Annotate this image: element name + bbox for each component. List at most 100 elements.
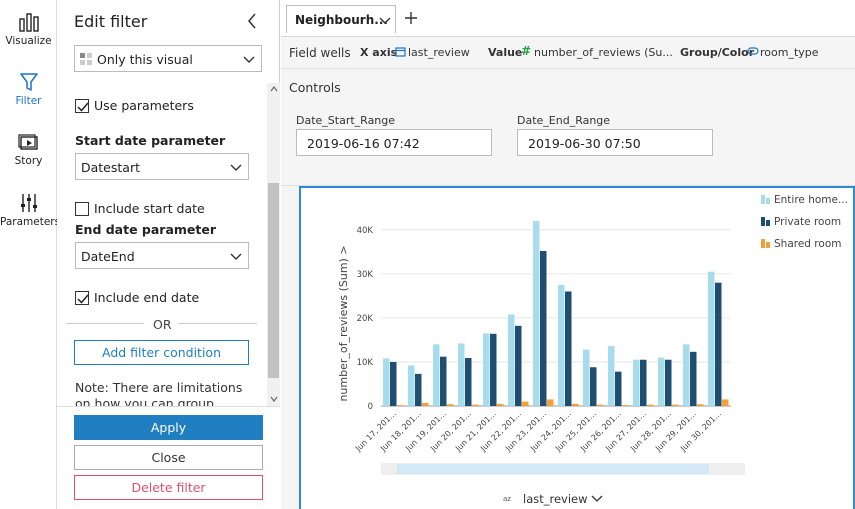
y-tick-label: 40K bbox=[357, 226, 374, 236]
end-control-label: Date_End_Range bbox=[517, 114, 611, 127]
field-wells-title: Field wells bbox=[289, 46, 351, 60]
bar-private-room bbox=[590, 367, 597, 406]
rail-label-filter: Filter bbox=[15, 95, 42, 107]
y-tick-label: 0 bbox=[368, 402, 373, 412]
bar-shared-room bbox=[522, 401, 529, 406]
bar-entire-home--- bbox=[633, 359, 640, 406]
bar-private-room bbox=[490, 333, 497, 406]
end-param-heading: End date parameter bbox=[75, 222, 217, 237]
legend-swatch bbox=[766, 220, 770, 226]
sheet-tab-bar: Neighbourh... bbox=[281, 0, 855, 37]
rail-label-story: Story bbox=[14, 155, 43, 167]
x-axis-label: last_review bbox=[523, 492, 588, 506]
include-end-checkbox[interactable] bbox=[75, 291, 89, 305]
start-param-select[interactable]: Datestart bbox=[75, 153, 249, 180]
bar-private-room bbox=[440, 356, 447, 406]
bar-entire-home--- bbox=[708, 271, 715, 406]
rail-item-story[interactable]: Story bbox=[0, 134, 57, 167]
start-date-value: 2019-06-16 07:42 bbox=[307, 136, 420, 151]
bar-private-room bbox=[565, 291, 572, 406]
bar-private-room bbox=[390, 361, 397, 406]
bar-shared-room bbox=[447, 404, 454, 406]
bar-shared-room bbox=[597, 404, 604, 406]
panel-footer: Apply Close Delete filter bbox=[57, 406, 280, 509]
use-parameters-checkbox[interactable] bbox=[75, 99, 89, 113]
apply-button[interactable]: Apply bbox=[74, 415, 263, 440]
use-parameters-label: Use parameters bbox=[94, 98, 194, 113]
rail-label-visualize: Visualize bbox=[5, 35, 52, 47]
filter-options-scroll[interactable]: Use parameters Start date parameter Date… bbox=[57, 83, 280, 406]
group-well-value[interactable]: room_type bbox=[760, 46, 819, 59]
scope-select[interactable]: Only this visual bbox=[74, 45, 262, 72]
panel-title: Edit filter bbox=[74, 12, 148, 31]
scroll-up-icon[interactable] bbox=[270, 86, 278, 92]
calendar-icon bbox=[395, 47, 406, 57]
y-axis-label: number_of_reviews (Sum) > bbox=[337, 245, 350, 401]
panel-scrollbar[interactable] bbox=[267, 83, 280, 406]
visual-gutter bbox=[281, 186, 299, 509]
end-date-value: 2019-06-30 07:50 bbox=[528, 136, 641, 151]
legend-label: Private room bbox=[774, 216, 841, 228]
bar-entire-home--- bbox=[483, 333, 490, 406]
edit-filter-panel: Edit filter Only this visual Use paramet… bbox=[57, 0, 280, 509]
bar-shared-room bbox=[572, 403, 579, 406]
value-well-value[interactable]: number_of_reviews (Su... bbox=[534, 46, 673, 59]
bar-shared-room bbox=[722, 399, 729, 406]
analysis-main: Neighbourh... Field wells X axis last_re… bbox=[281, 0, 855, 509]
divider bbox=[178, 323, 257, 324]
controls-title: Controls bbox=[289, 80, 341, 95]
chevron-down-icon[interactable] bbox=[379, 16, 391, 25]
legend-swatch bbox=[761, 195, 765, 204]
scroll-down-icon[interactable] bbox=[270, 396, 278, 402]
bar-entire-home--- bbox=[558, 284, 565, 406]
tab-neighbourhood[interactable]: Neighbourh... bbox=[286, 5, 396, 33]
add-filter-condition-button[interactable]: Add filter condition bbox=[74, 340, 249, 365]
bar-chart-visual[interactable]: 0 10K 20K 30K 40K number_of_reviews (Sum) > Ju… bbox=[299, 186, 855, 509]
or-separator: OR bbox=[153, 317, 172, 332]
measure-hash-icon: # bbox=[521, 44, 532, 58]
bar-entire-home--- bbox=[458, 343, 465, 406]
bar-shared-room bbox=[697, 404, 704, 406]
bar-shared-room bbox=[647, 404, 654, 406]
chevron-left-icon[interactable] bbox=[245, 12, 259, 30]
xaxis-well-value[interactable]: last_review bbox=[408, 46, 470, 59]
bar-private-room bbox=[665, 359, 672, 406]
start-control-label: Date_Start_Range bbox=[296, 114, 396, 127]
end-param-select[interactable]: DateEnd bbox=[75, 242, 249, 269]
delete-filter-button[interactable]: Delete filter bbox=[74, 475, 263, 500]
bar-entire-home--- bbox=[658, 357, 665, 406]
legend-swatch bbox=[761, 239, 765, 248]
chevron-down-icon bbox=[591, 495, 603, 502]
rail-item-filter[interactable]: Filter bbox=[0, 72, 57, 107]
rail-item-parameters[interactable]: Parameters bbox=[0, 193, 60, 228]
rail-item-visualize[interactable]: Visualize bbox=[0, 12, 57, 47]
end-date-input[interactable]: 2019-06-30 07:50 bbox=[517, 129, 713, 156]
divider bbox=[66, 323, 144, 324]
field-wells-bar[interactable]: Field wells X axis last_review Value # n… bbox=[281, 37, 855, 69]
add-sheet-icon[interactable] bbox=[404, 11, 418, 25]
controls-bar: Controls Date_Start_Range 2019-06-16 07:… bbox=[281, 69, 855, 186]
scrollbar-thumb[interactable] bbox=[268, 183, 279, 378]
include-start-checkbox[interactable] bbox=[75, 202, 89, 216]
limitations-note: Note: There are limitations on how you c… bbox=[75, 380, 243, 406]
bar-shared-room bbox=[422, 402, 429, 406]
legend-label: Shared room bbox=[774, 238, 841, 250]
bar-shared-room bbox=[672, 404, 679, 406]
bar-private-room bbox=[415, 373, 422, 406]
value-well-label: Value bbox=[488, 46, 523, 59]
bar-entire-home--- bbox=[608, 346, 615, 406]
chevron-down-icon bbox=[230, 164, 242, 171]
start-param-heading: Start date parameter bbox=[75, 133, 226, 148]
bar-entire-home--- bbox=[583, 349, 590, 406]
bar-shared-room bbox=[622, 405, 629, 406]
legend-label: Entire home... bbox=[774, 194, 848, 206]
legend-swatch bbox=[766, 198, 770, 204]
bar-entire-home--- bbox=[533, 221, 540, 406]
start-date-input[interactable]: 2019-06-16 07:42 bbox=[296, 129, 492, 156]
y-tick-label: 10K bbox=[357, 358, 374, 368]
bar-entire-home--- bbox=[408, 365, 415, 406]
checkmark-icon bbox=[77, 294, 89, 304]
sort-icon: az bbox=[503, 495, 511, 503]
close-button[interactable]: Close bbox=[74, 445, 263, 470]
